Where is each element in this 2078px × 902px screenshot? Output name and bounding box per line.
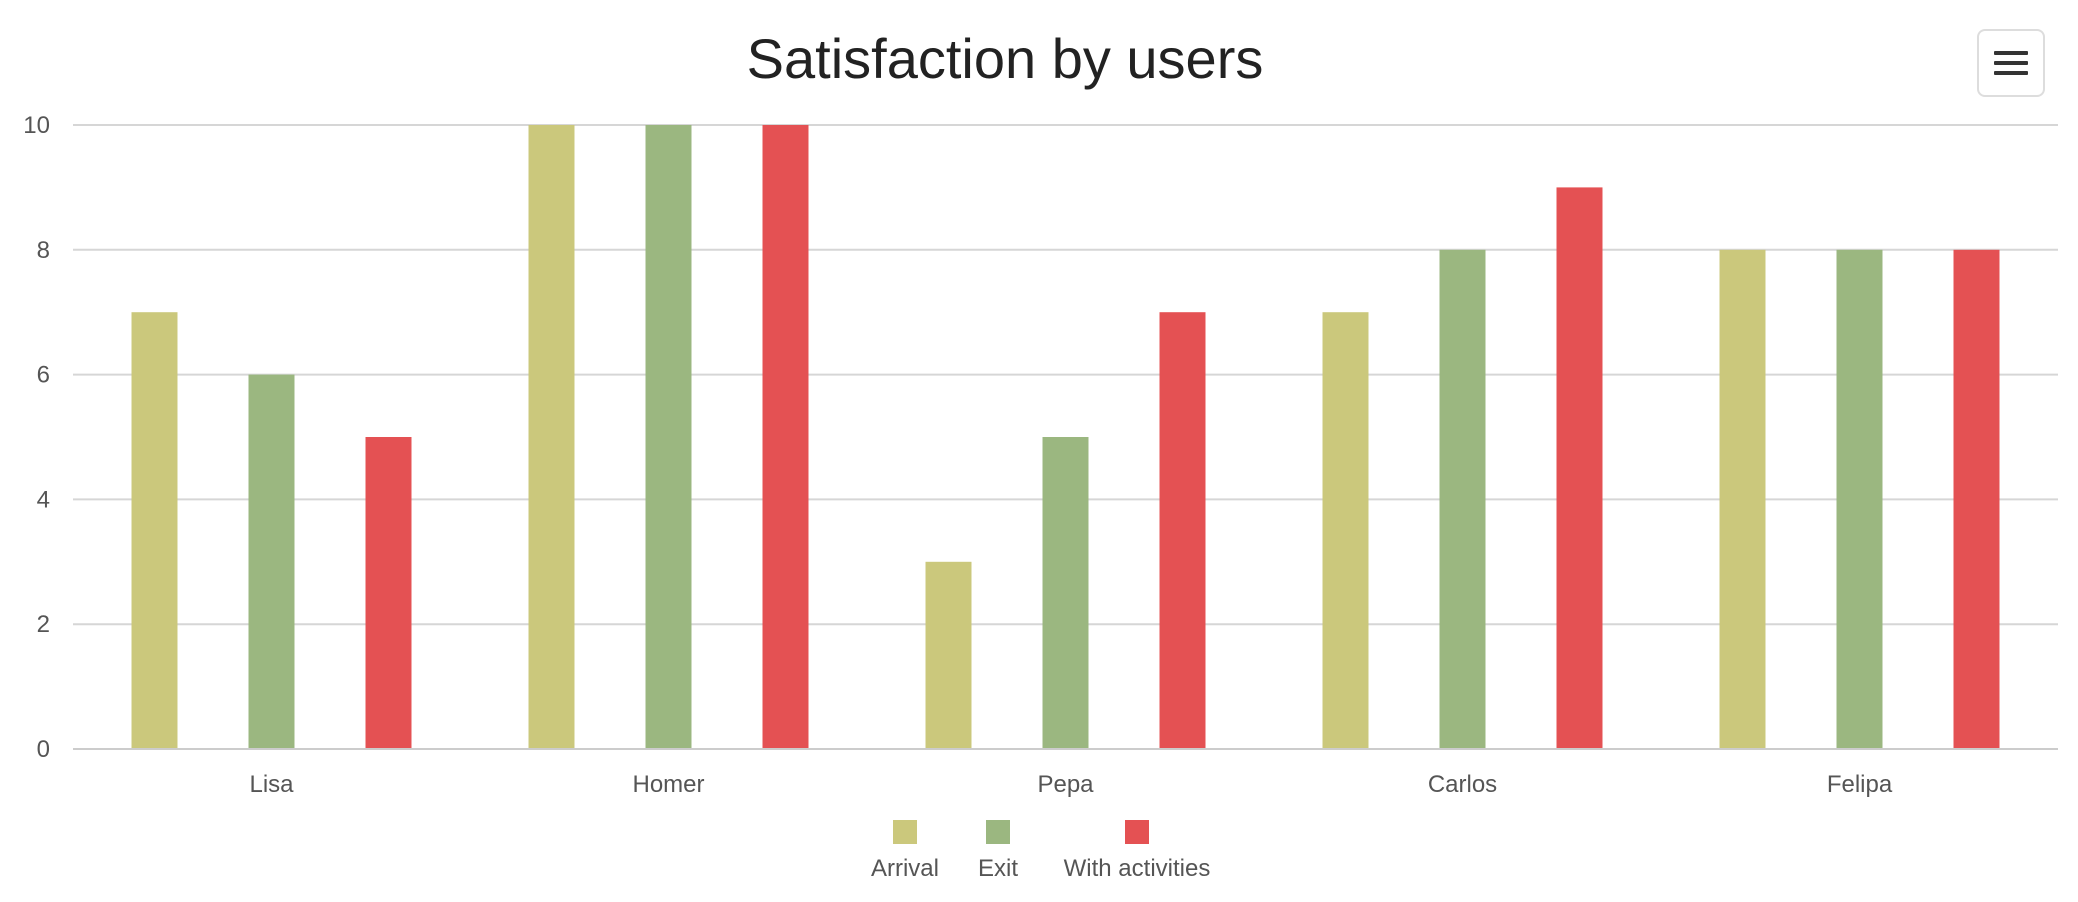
x-tick-label: Carlos	[1428, 771, 1497, 798]
x-tick-label: Pepa	[1037, 771, 1094, 798]
bars-layer	[131, 125, 2000, 750]
x-tick-label: Homer	[632, 771, 704, 798]
bar-exit-pepa[interactable]	[1042, 437, 1089, 749]
y-axis: 0 2 4 6 8 10	[23, 112, 50, 763]
y-tick-label: 0	[37, 736, 50, 763]
bar-arrival-carlos[interactable]	[1322, 312, 1369, 749]
y-tick-label: 10	[23, 112, 50, 139]
legend-label: Arrival	[871, 855, 939, 882]
bar-exit-homer[interactable]	[645, 125, 692, 749]
legend-item-with-activities[interactable]: With activities	[1064, 820, 1211, 882]
bar-exit-felipa[interactable]	[1836, 249, 1883, 750]
bar-arrival-homer[interactable]	[528, 125, 575, 749]
legend-label: With activities	[1064, 855, 1211, 882]
legend-label: Exit	[978, 855, 1018, 882]
bar-with-activities-felipa[interactable]	[1953, 249, 2000, 750]
chart-title: Satisfaction by users	[747, 27, 1264, 90]
bar-with-activities-homer[interactable]	[762, 125, 809, 749]
bar-exit-carlos[interactable]	[1439, 249, 1486, 750]
hamburger-menu-icon	[1994, 48, 2028, 78]
y-tick-label: 6	[37, 362, 50, 389]
y-tick-label: 4	[37, 486, 50, 513]
x-tick-label: Felipa	[1827, 771, 1893, 798]
legend[interactable]: Arrival Exit With activities	[871, 820, 1210, 882]
y-tick-label: 8	[37, 237, 50, 264]
legend-swatch	[893, 820, 917, 844]
bar-exit-lisa[interactable]	[248, 374, 295, 749]
y-tick-label: 2	[37, 611, 50, 638]
bar-with-activities-carlos[interactable]	[1556, 187, 1603, 749]
x-tick-label: Lisa	[249, 771, 294, 798]
x-axis: Lisa Homer Pepa Carlos Felipa	[73, 748, 2058, 798]
legend-swatch	[986, 820, 1010, 844]
legend-item-arrival[interactable]: Arrival	[871, 820, 939, 882]
bar-arrival-lisa[interactable]	[131, 312, 178, 749]
legend-item-exit[interactable]: Exit	[978, 820, 1018, 882]
bar-arrival-pepa[interactable]	[925, 561, 972, 749]
bar-with-activities-lisa[interactable]	[365, 437, 412, 749]
legend-swatch	[1125, 820, 1149, 844]
chart-menu-button[interactable]	[1977, 29, 2045, 97]
bar-with-activities-pepa[interactable]	[1159, 312, 1206, 749]
bar-arrival-felipa[interactable]	[1719, 249, 1766, 750]
